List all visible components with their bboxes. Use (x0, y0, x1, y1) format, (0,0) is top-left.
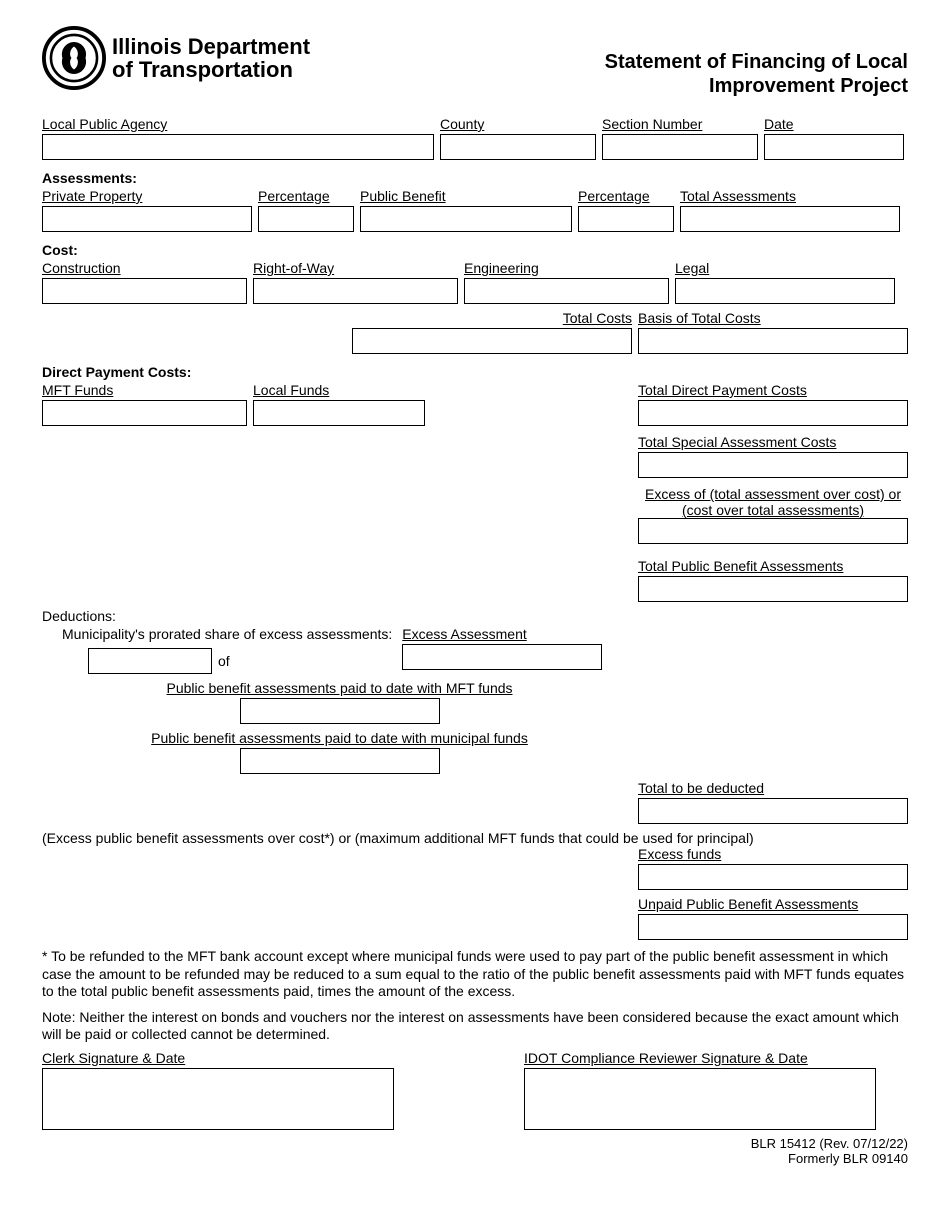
private-property-label: Private Property (42, 188, 252, 204)
basis-input[interactable] (638, 328, 908, 354)
total-public-benefit-label: Total Public Benefit Assessments (638, 558, 908, 574)
paid-mft-label: Public benefit assessments paid to date … (166, 680, 512, 696)
deductions-prorated-row: Municipality's prorated share of excess … (42, 626, 908, 674)
unpaid-row: Unpaid Public Benefit Assessments (42, 896, 908, 940)
form-id: BLR 15412 (Rev. 07/12/22) (751, 1136, 908, 1151)
paid-mft-input[interactable] (240, 698, 440, 724)
of-text: of (218, 653, 230, 669)
total-deducted-input[interactable] (638, 798, 908, 824)
excess-input[interactable] (638, 518, 908, 544)
idot-logo-icon (42, 26, 106, 90)
prorated-label: Municipality's prorated share of excess … (62, 626, 392, 642)
construction-input[interactable] (42, 278, 247, 304)
clerk-sig-box[interactable] (42, 1068, 394, 1130)
logo-block: Illinois Department of Transportation (42, 26, 310, 90)
footnote-star: * To be refunded to the MFT bank account… (42, 948, 908, 1001)
county-input[interactable] (440, 134, 596, 160)
legal-label: Legal (675, 260, 895, 276)
form-header: Illinois Department of Transportation St… (42, 26, 908, 98)
signature-row: Clerk Signature & Date IDOT Compliance R… (42, 1050, 908, 1130)
direct-payment-row: MFT Funds Local Funds Total Direct Payme… (42, 382, 908, 602)
footnote-note: Note: Neither the interest on bonds and … (42, 1009, 908, 1044)
private-property-input[interactable] (42, 206, 252, 232)
total-direct-label: Total Direct Payment Costs (638, 382, 908, 398)
dept-line1: Illinois Department (112, 34, 310, 59)
section-number-label: Section Number (602, 116, 758, 132)
local-funds-label: Local Funds (253, 382, 425, 398)
excess-label-line1: Excess of (total assessment over cost) o… (645, 486, 901, 502)
section-number-input[interactable] (602, 134, 758, 160)
total-deducted-row: Total to be deducted (42, 780, 908, 824)
public-benefit-input[interactable] (360, 206, 572, 232)
mft-funds-input[interactable] (42, 400, 247, 426)
top-row: Local Public Agency County Section Numbe… (42, 116, 908, 160)
excess-funds-label: Excess funds (638, 846, 908, 862)
date-label: Date (764, 116, 904, 132)
total-special-input[interactable] (638, 452, 908, 478)
total-costs-label: Total Costs (352, 310, 632, 326)
engineering-input[interactable] (464, 278, 669, 304)
form-title: Statement of Financing of Local Improvem… (605, 50, 908, 98)
public-benefit-label: Public Benefit (360, 188, 572, 204)
deductions-heading: Deductions: (42, 608, 908, 624)
unpaid-label: Unpaid Public Benefit Assessments (638, 896, 908, 912)
paid-municipal-input[interactable] (240, 748, 440, 774)
percentage2-input[interactable] (578, 206, 674, 232)
total-direct-input[interactable] (638, 400, 908, 426)
formerly: Formerly BLR 09140 (788, 1151, 908, 1166)
total-assessments-input[interactable] (680, 206, 900, 232)
assessments-heading: Assessments: (42, 170, 908, 186)
cost-row1: Construction Right-of-Way Engineering Le… (42, 260, 908, 304)
percentage1-label: Percentage (258, 188, 354, 204)
local-public-agency-label: Local Public Agency (42, 116, 434, 132)
excess-label-line2: (cost over total assessments) (682, 502, 864, 518)
paid-municipal-label: Public benefit assessments paid to date … (151, 730, 528, 746)
county-label: County (440, 116, 596, 132)
direct-payment-heading: Direct Payment Costs: (42, 364, 908, 380)
title-line1: Statement of Financing of Local (605, 51, 908, 73)
clerk-sig-label: Clerk Signature & Date (42, 1050, 394, 1066)
idot-sig-box[interactable] (524, 1068, 876, 1130)
prorated-left-input[interactable] (88, 648, 212, 674)
percentage2-label: Percentage (578, 188, 674, 204)
dept-line2: of Transportation (112, 57, 293, 82)
local-public-agency-input[interactable] (42, 134, 434, 160)
total-costs-input[interactable] (352, 328, 632, 354)
form-footer: BLR 15412 (Rev. 07/12/22) Formerly BLR 0… (42, 1136, 908, 1167)
excess-funds-row: Excess funds (42, 846, 908, 890)
construction-label: Construction (42, 260, 247, 276)
right-of-way-label: Right-of-Way (253, 260, 458, 276)
title-line2: Improvement Project (709, 75, 908, 97)
total-assessments-label: Total Assessments (680, 188, 900, 204)
date-input[interactable] (764, 134, 904, 160)
percentage1-input[interactable] (258, 206, 354, 232)
total-deducted-label: Total to be deducted (638, 780, 908, 796)
excess-assessment-input[interactable] (402, 644, 602, 670)
assessments-row: Private Property Percentage Public Benef… (42, 188, 908, 232)
engineering-label: Engineering (464, 260, 669, 276)
total-special-label: Total Special Assessment Costs (638, 434, 908, 450)
excess-funds-input[interactable] (638, 864, 908, 890)
legal-input[interactable] (675, 278, 895, 304)
total-public-benefit-input[interactable] (638, 576, 908, 602)
right-of-way-input[interactable] (253, 278, 458, 304)
basis-label: Basis of Total Costs (638, 310, 908, 326)
mft-funds-label: MFT Funds (42, 382, 247, 398)
idot-sig-label: IDOT Compliance Reviewer Signature & Dat… (524, 1050, 876, 1066)
cost-heading: Cost: (42, 242, 908, 258)
cost-row2: Total Costs Basis of Total Costs (42, 310, 908, 354)
local-funds-input[interactable] (253, 400, 425, 426)
unpaid-input[interactable] (638, 914, 908, 940)
paren-text: (Excess public benefit assessments over … (42, 830, 908, 846)
excess-assessment-label: Excess Assessment (402, 626, 602, 642)
dept-name: Illinois Department of Transportation (112, 35, 310, 81)
